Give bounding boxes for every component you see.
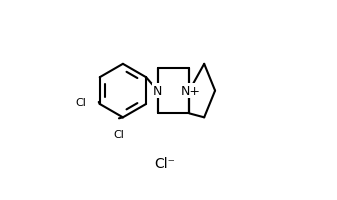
Text: Cl: Cl bbox=[114, 130, 124, 140]
Text: Cl⁻: Cl⁻ bbox=[154, 156, 175, 170]
Text: Cl: Cl bbox=[75, 97, 86, 107]
Text: N: N bbox=[153, 85, 162, 98]
Text: N+: N+ bbox=[180, 85, 200, 98]
